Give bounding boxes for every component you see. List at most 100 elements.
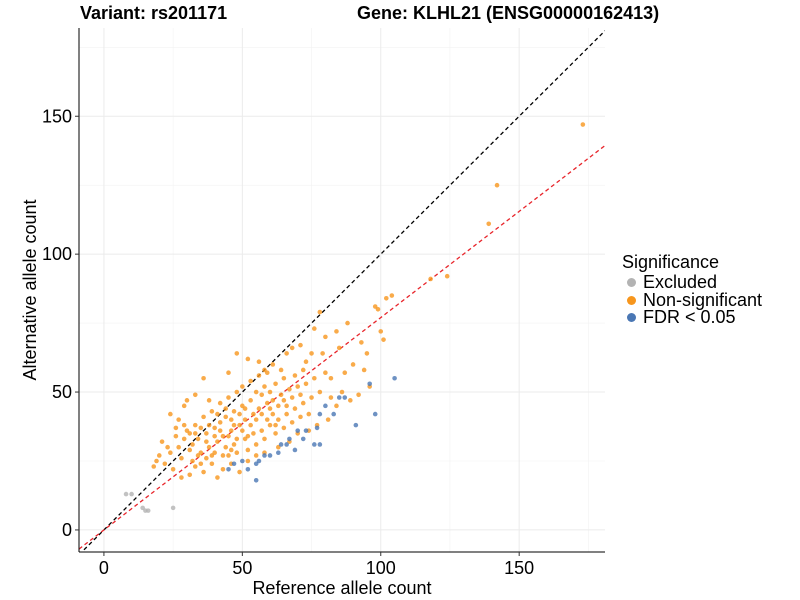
point-nonsig: [264, 417, 270, 422]
point-fdr: [367, 381, 372, 387]
point-nonsig: [198, 461, 204, 467]
point-nonsig: [295, 384, 301, 389]
point-nonsig: [226, 433, 231, 439]
point-nonsig: [298, 342, 303, 348]
point-nonsig: [251, 431, 256, 436]
point-nonsig: [284, 411, 289, 417]
x-axis-label: Reference allele count: [252, 578, 431, 598]
point-nonsig: [361, 367, 367, 373]
point-nonsig: [580, 122, 586, 127]
point-nonsig: [215, 439, 220, 444]
point-fdr: [267, 453, 273, 458]
point-nonsig: [240, 384, 245, 389]
point-nonsig: [383, 295, 389, 301]
point-nonsig: [444, 273, 450, 279]
point-nonsig: [323, 334, 328, 340]
point-nonsig: [259, 392, 265, 398]
point-nonsig: [281, 425, 287, 431]
legend-label-fdr: FDR < 0.05: [643, 307, 736, 328]
point-nonsig: [298, 414, 303, 420]
point-nonsig: [273, 381, 278, 387]
point-nonsig: [259, 411, 265, 417]
point-nonsig: [168, 450, 173, 456]
point-nonsig: [359, 340, 364, 345]
point-nonsig: [381, 337, 386, 342]
point-nonsig: [248, 422, 253, 428]
point-fdr: [226, 466, 231, 472]
point-nonsig: [356, 392, 361, 398]
point-nonsig: [270, 362, 276, 367]
point-nonsig: [364, 351, 370, 356]
point-nonsig: [154, 458, 159, 464]
legend-label-non-significant: Non-significant: [643, 289, 763, 310]
point-nonsig: [231, 422, 237, 428]
point-nonsig: [217, 400, 223, 406]
point-nonsig: [187, 472, 193, 478]
point-nonsig: [181, 403, 187, 409]
point-nonsig: [289, 395, 295, 400]
point-excluded: [123, 491, 129, 497]
legend: Significance Excluded Non-significant FD…: [622, 252, 762, 327]
point-nonsig: [206, 422, 212, 428]
point-nonsig: [328, 395, 334, 400]
point-nonsig: [217, 420, 223, 425]
point-nonsig: [159, 439, 165, 444]
point-nonsig: [253, 389, 259, 395]
point-nonsig: [173, 425, 179, 431]
point-nonsig: [317, 309, 323, 315]
point-nonsig: [245, 356, 251, 362]
point-nonsig: [226, 370, 231, 376]
point-nonsig: [179, 455, 184, 461]
point-nonsig: [309, 395, 314, 400]
point-nonsig: [190, 458, 195, 464]
point-fdr: [295, 428, 301, 433]
point-excluded: [170, 505, 176, 511]
point-nonsig: [192, 392, 198, 398]
data-points: [123, 122, 586, 513]
axes: [78, 28, 605, 553]
point-fdr: [253, 461, 259, 467]
point-nonsig: [237, 422, 242, 428]
point-nonsig: [256, 359, 262, 365]
point-fdr: [353, 422, 359, 428]
point-nonsig: [212, 433, 217, 439]
point-nonsig: [151, 464, 157, 469]
point-nonsig: [253, 417, 259, 422]
point-nonsig: [237, 469, 242, 475]
point-fdr: [392, 375, 397, 381]
point-fdr: [312, 442, 317, 447]
point-fdr: [276, 450, 281, 456]
point-nonsig: [190, 442, 195, 447]
point-nonsig: [306, 411, 312, 417]
point-nonsig: [486, 221, 492, 227]
point-nonsig: [162, 461, 168, 467]
point-nonsig: [234, 450, 240, 456]
point-nonsig: [256, 373, 262, 378]
point-nonsig: [204, 439, 209, 444]
point-nonsig: [287, 386, 292, 392]
point-nonsig: [195, 436, 201, 442]
point-nonsig: [220, 466, 226, 472]
point-fdr: [323, 403, 328, 409]
y-tick-label: 50: [52, 382, 72, 402]
point-nonsig: [201, 469, 206, 475]
legend-label-excluded: Excluded: [643, 272, 718, 293]
tick-labels: 0 50 100 150 0 50 100 150: [42, 106, 534, 578]
identity-line: [80, 30, 605, 552]
point-nonsig: [253, 442, 259, 447]
point-nonsig: [378, 329, 384, 334]
point-nonsig: [262, 436, 267, 442]
point-nonsig: [303, 359, 309, 365]
point-nonsig: [206, 444, 212, 450]
point-nonsig: [312, 375, 317, 381]
point-nonsig: [245, 458, 251, 464]
point-nonsig: [259, 428, 265, 433]
point-nonsig: [292, 373, 298, 378]
plot-title-gene: Gene: KLHL21 (ENSG00000162413): [357, 3, 660, 23]
x-tick-label: 100: [366, 558, 396, 578]
point-nonsig: [170, 466, 176, 472]
point-nonsig: [298, 392, 303, 398]
point-nonsig: [267, 406, 273, 411]
point-nonsig: [181, 436, 187, 442]
point-nonsig: [220, 453, 226, 458]
